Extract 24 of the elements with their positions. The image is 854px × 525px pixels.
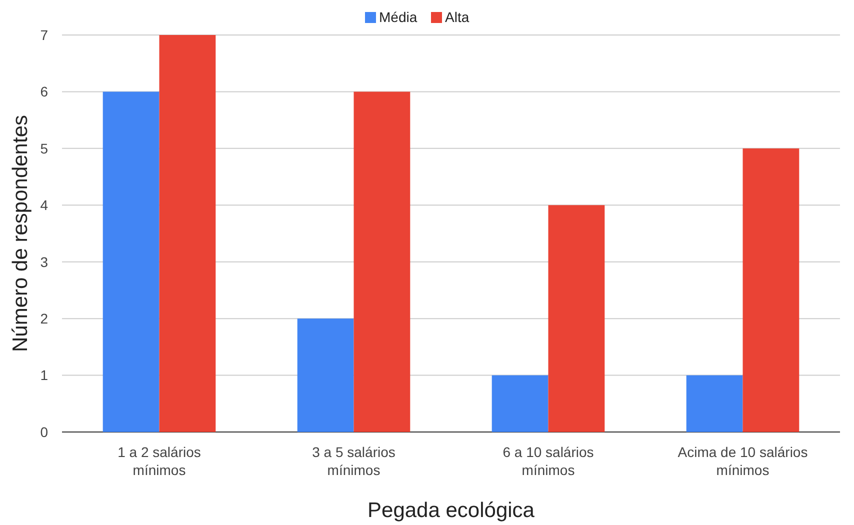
y-tick-label: 6: [40, 84, 48, 100]
bar: [686, 375, 743, 432]
y-tick-label: 1: [40, 367, 48, 384]
bar: [548, 205, 605, 432]
bar: [492, 375, 548, 432]
y-tick-label: 7: [40, 26, 48, 43]
bar: [159, 35, 216, 432]
y-tick-label: 4: [40, 197, 48, 214]
x-axis-title: Pegada ecológica: [368, 499, 535, 522]
y-tick-label: 0: [40, 424, 48, 440]
x-tick-label: Acima de 10 salários mínimos: [678, 444, 808, 478]
legend-label: Alta: [445, 9, 470, 25]
x-tick-label: 3 a 5 salários mínimos: [312, 444, 396, 478]
bar: [354, 92, 410, 432]
y-axis-title: Número de respondentes: [9, 115, 32, 352]
y-tick-label: 3: [40, 254, 48, 270]
bar: [742, 148, 800, 432]
y-tick-label: 5: [40, 140, 48, 156]
y-tick-label: 2: [40, 310, 48, 326]
legend-label: Média: [379, 9, 418, 25]
bar: [297, 318, 354, 432]
x-tick-label: 6 a 10 salários mínimos: [502, 444, 594, 478]
bar: [102, 92, 160, 432]
x-tick-label: 1 a 2 salários mínimos: [118, 444, 201, 478]
